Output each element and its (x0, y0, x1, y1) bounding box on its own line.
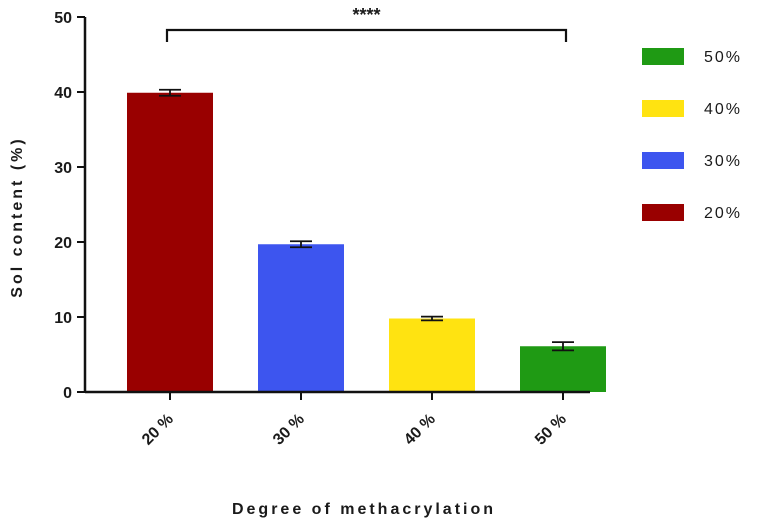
bar (127, 92, 213, 392)
y-tick-label: 50 (54, 10, 72, 27)
bars (127, 92, 606, 392)
x-axis-ticks: 20 % 30 % 40 % 50 % (139, 392, 570, 449)
y-tick-label: 20 (54, 235, 72, 252)
y-tick-label: 40 (54, 85, 72, 102)
legend-swatch (642, 100, 684, 117)
legend: 50% 40% 30% 20% (642, 48, 742, 222)
significance-bracket: **** (165, 5, 568, 42)
y-tick-label: 30 (54, 160, 72, 177)
bar (520, 346, 606, 392)
error-bars (159, 88, 574, 352)
bar (258, 244, 344, 392)
legend-label: 50% (704, 49, 742, 66)
axes (83, 17, 590, 394)
bar (389, 318, 475, 392)
legend-swatch (642, 48, 684, 65)
y-tick-label: 0 (63, 385, 72, 402)
y-axis-title: Sol content (%) (9, 136, 26, 297)
x-axis-title: Degree of methacrylation (232, 501, 496, 518)
x-tick-label: 50 % (532, 411, 570, 449)
significance-label: **** (352, 5, 380, 25)
legend-label: 40% (704, 101, 742, 118)
significance-bracket-line (165, 28, 568, 42)
x-tick-label: 40 % (401, 411, 439, 449)
legend-swatch (642, 204, 684, 221)
y-tick-label: 10 (54, 310, 72, 327)
x-tick-label: 30 % (270, 411, 308, 449)
legend-label: 20% (704, 205, 742, 222)
legend-swatch (642, 152, 684, 169)
y-axis-ticks: 0 10 20 30 40 50 (54, 10, 85, 402)
legend-label: 30% (704, 153, 742, 170)
x-tick-label: 20 % (139, 411, 177, 449)
